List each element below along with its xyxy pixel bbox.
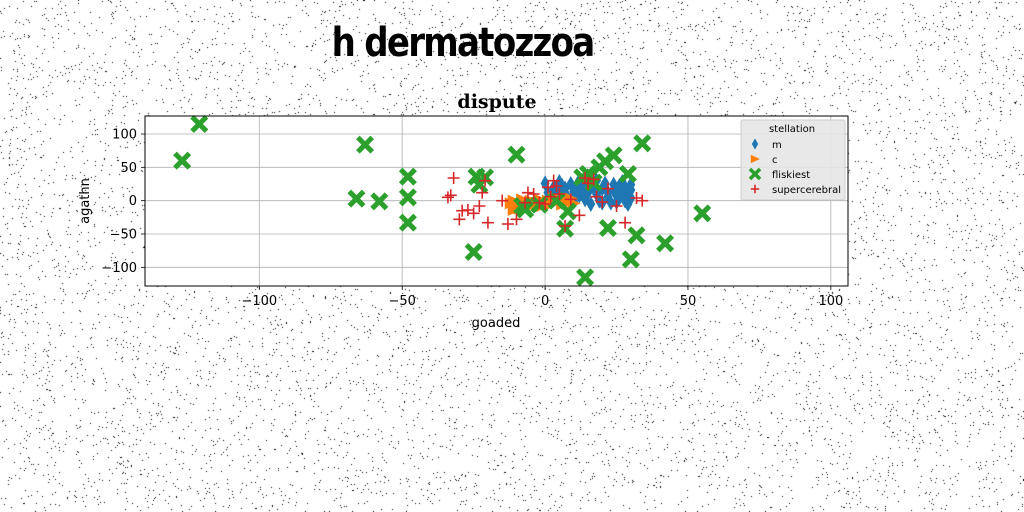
data-point-supercerebral [444, 189, 457, 202]
legend-title: stellation [769, 124, 815, 135]
legend-label-c: c [772, 155, 778, 166]
legend-label-fliskiest: fliskiest [772, 170, 810, 181]
data-point-supercerebral [473, 200, 486, 212]
data-point-supercerebral [587, 173, 600, 186]
data-point-supercerebral [479, 174, 492, 187]
data-point-fliskiest [618, 165, 637, 183]
data-point-supercerebral [467, 207, 480, 220]
data-point-fliskiest [516, 200, 535, 219]
data-point-supercerebral [476, 186, 489, 199]
y-tick-label: −50 [110, 228, 137, 243]
y-tick-label: 0 [129, 194, 137, 209]
data-point-fliskiest [693, 204, 712, 223]
y-tick-label: 100 [112, 128, 137, 143]
legend-marker-supercerebral [750, 184, 760, 194]
data-point-supercerebral [590, 190, 603, 203]
data-point-fliskiest [190, 115, 209, 133]
data-point-fliskiest [173, 151, 192, 170]
y-axis-label: agathn [78, 178, 93, 224]
data-point-supercerebral [610, 200, 623, 212]
data-point-fliskiest [507, 145, 526, 164]
data-point-fliskiest [398, 213, 417, 232]
x-tick-label: 100 [818, 294, 843, 309]
legend-marker-c [750, 154, 760, 164]
data-marks [173, 115, 712, 287]
data-point-supercerebral [521, 186, 534, 199]
x-tick-label: −100 [241, 294, 277, 309]
legend-label-m: m [772, 140, 782, 151]
data-point-supercerebral [573, 209, 586, 222]
series-fliskiest [173, 115, 712, 287]
data-point-fliskiest [398, 167, 417, 186]
data-point-fliskiest [604, 146, 623, 165]
data-point-fliskiest [558, 202, 577, 221]
data-point-fliskiest [656, 234, 675, 253]
x-axis-label: goaded [472, 316, 521, 331]
page-title: h dermatozzoa [331, 20, 596, 66]
data-point-supercerebral [496, 194, 509, 207]
data-point-supercerebral [547, 174, 560, 187]
data-point-fliskiest [627, 226, 646, 245]
data-point-supercerebral [481, 216, 494, 229]
data-point-supercerebral [564, 193, 577, 206]
data-point-supercerebral [596, 196, 609, 208]
data-point-fliskiest [347, 189, 366, 208]
data-point-supercerebral [519, 196, 532, 209]
data-point-supercerebral [550, 180, 563, 192]
data-point-supercerebral [636, 194, 649, 207]
series-supercerebral [441, 172, 649, 232]
chart-title: dispute [457, 91, 536, 113]
data-point-supercerebral [601, 182, 614, 195]
data-point-supercerebral [447, 172, 460, 184]
data-point-fliskiest [576, 268, 595, 287]
data-point-fliskiest [598, 219, 617, 237]
data-point-supercerebral [544, 190, 557, 203]
data-point-fliskiest [464, 243, 483, 261]
data-point-m [586, 196, 596, 212]
y-tick-label: −100 [101, 261, 137, 276]
data-point-supercerebral [453, 213, 466, 226]
data-point-supercerebral [541, 181, 554, 194]
y-tick-label: 50 [120, 161, 137, 176]
legend-marker-m [751, 138, 759, 150]
x-tick-label: 0 [541, 294, 549, 309]
data-point-fliskiest [356, 135, 375, 154]
axis-ticks: −100 −50 0 50 100 −100 −50 0 50 100 [101, 128, 843, 310]
x-tick-label: 50 [680, 294, 697, 309]
data-point-supercerebral [510, 213, 523, 226]
data-point-supercerebral [579, 172, 592, 184]
data-point-supercerebral [539, 198, 552, 210]
data-point-fliskiest [398, 188, 417, 207]
data-point-supercerebral [619, 216, 632, 229]
data-point-supercerebral [559, 220, 572, 232]
data-point-supercerebral [527, 188, 540, 200]
data-point-supercerebral [441, 191, 454, 204]
data-point-fliskiest [633, 134, 652, 153]
data-point-fliskiest [621, 250, 640, 269]
data-point-supercerebral [533, 196, 546, 209]
legend-marker-fliskiest [748, 167, 762, 181]
legend-label-supercerebral: supercerebral [772, 185, 841, 196]
legend-box [740, 119, 846, 201]
data-point-supercerebral [630, 192, 643, 204]
data-point-fliskiest [370, 192, 389, 211]
data-point-supercerebral [553, 188, 566, 200]
x-tick-label: −50 [388, 294, 415, 309]
data-point-supercerebral [501, 218, 514, 230]
legend: stellation m c fliskiest supercerebral [740, 119, 846, 201]
